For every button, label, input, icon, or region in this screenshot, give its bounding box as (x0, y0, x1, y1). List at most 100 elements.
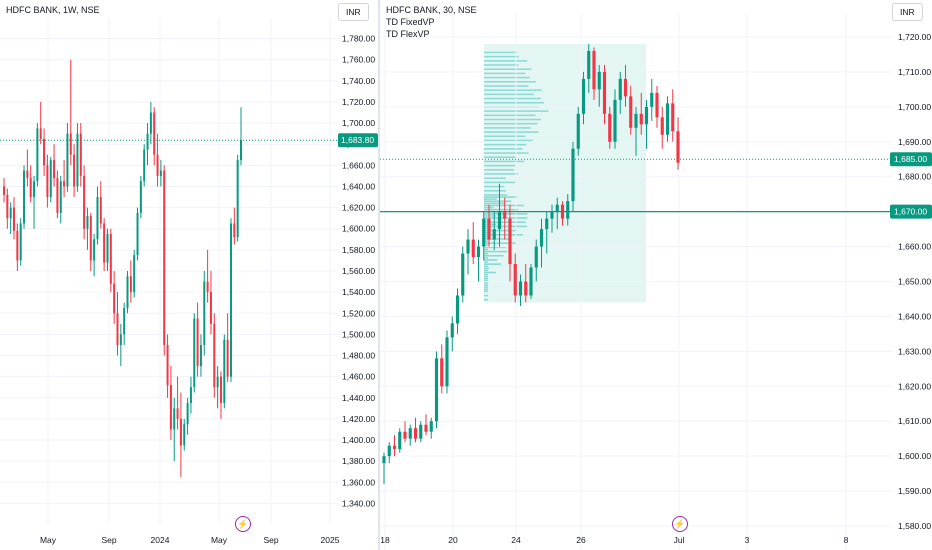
candle-body (236, 160, 239, 238)
candle-body (99, 197, 102, 224)
volume-profile-bar (484, 152, 529, 154)
candle-body (461, 253, 465, 296)
candle-body (76, 133, 79, 187)
candle-body (529, 267, 533, 296)
candle-body (216, 376, 219, 388)
volume-profile-bar (484, 76, 530, 79)
candle-body (223, 339, 226, 404)
y-tick-label: 1,640.00 (898, 311, 931, 321)
candle-body (618, 78, 622, 100)
x-tick-label: 3 (745, 535, 750, 545)
lightning-icon[interactable]: ⚡ (672, 516, 688, 532)
volume-profile-bar (484, 198, 497, 200)
candle-body (387, 445, 391, 457)
left-legend-title: HDFC BANK, 1W, NSE (6, 5, 100, 15)
y-tick-label: 1,640.00 (342, 181, 375, 191)
candle-body (676, 131, 680, 163)
candle-body (96, 197, 99, 240)
indicator-flexvp-label[interactable]: TD FlexVP (386, 29, 430, 39)
candle-body (534, 246, 538, 268)
volume-profile-bar (484, 200, 512, 203)
y-tick-label: 1,700.00 (898, 102, 931, 112)
volume-profile-bar (484, 219, 488, 221)
y-tick-label: 1,540.00 (342, 287, 375, 297)
candle-body (497, 211, 502, 230)
candle-body (199, 344, 202, 367)
candle-body (545, 218, 549, 230)
x-tick-label: Jul (674, 535, 685, 545)
y-tick-label: 1,590.00 (898, 486, 931, 496)
candle-body (233, 223, 236, 238)
volume-profile-bar (484, 202, 507, 205)
candle-body (36, 128, 39, 182)
volume-profile-bar (484, 252, 488, 255)
candle-body (153, 112, 156, 155)
x-tick-label: Sep (101, 535, 116, 545)
candle-body (113, 283, 116, 314)
candle-body (6, 194, 9, 219)
volume-profile-bar (484, 204, 524, 207)
candle-body (193, 318, 196, 388)
candle-body (66, 133, 69, 187)
candle-body (413, 428, 418, 439)
indicator-fixedvp-label[interactable]: TD FixedVP (386, 17, 435, 27)
candle-body (63, 181, 66, 187)
candle-body (13, 207, 16, 231)
candle-body (146, 133, 149, 150)
left-currency-button[interactable]: INR (338, 3, 369, 21)
level-price-tag (890, 204, 932, 219)
right-currency-button[interactable]: INR (892, 3, 923, 21)
y-tick-label: 1,610.00 (898, 416, 931, 426)
left-chart-canvas[interactable]: 1,780.00 1,760.00 1,740.00 1,720.00 1,700.00… (0, 0, 378, 550)
candle-body (555, 204, 559, 212)
candle-body (508, 218, 512, 265)
candle-body (49, 160, 52, 198)
y-tick-label: 1,630.00 (898, 346, 931, 356)
candle-body (660, 117, 664, 135)
candle-body (86, 216, 89, 229)
volume-profile-bar (484, 85, 529, 87)
candle-body (539, 229, 544, 247)
candle-body (226, 339, 229, 377)
volume-profile-bar (484, 60, 528, 62)
right-chart-canvas[interactable]: 1,720.00 1,710.00 1,700.00 1,690.00 1,680.00… (380, 0, 932, 550)
candle-body (476, 246, 481, 258)
candle-body (9, 207, 12, 219)
candle-body (26, 170, 29, 179)
y-tick-label: 1,400.00 (342, 435, 375, 445)
y-tick-label: 1,620.00 (342, 203, 375, 213)
volume-profile-bar (484, 194, 508, 196)
volume-profile-bar (484, 181, 516, 184)
y-tick-label: 1,780.00 (342, 34, 375, 44)
candle-body (398, 431, 402, 450)
volume-profile-bar (484, 263, 501, 265)
volume-profile-bar (484, 89, 542, 91)
volume-profile-bar (484, 278, 488, 280)
volume-profile-bar (484, 215, 497, 217)
candle-body (571, 148, 575, 202)
candle-body (183, 424, 186, 446)
y-tick-label: 1,580.00 (898, 521, 931, 531)
volume-profile-bar (484, 294, 488, 297)
x-tick-label: 20 (448, 535, 458, 545)
left-chart-pane[interactable]: 1,780.00 1,760.00 1,740.00 1,720.00 1,700.00… (0, 0, 378, 550)
pane-divider[interactable] (378, 0, 380, 550)
volume-profile-bar (484, 280, 489, 282)
candle-body (492, 229, 496, 240)
candle-body (189, 387, 192, 404)
x-tick-label: 8 (844, 535, 849, 545)
y-tick-label: 1,600.00 (342, 224, 375, 234)
candle-body (69, 133, 72, 155)
right-chart-pane[interactable]: 1,720.00 1,710.00 1,700.00 1,690.00 1,680.00… (380, 0, 932, 550)
candle-body (123, 307, 126, 335)
candle-body (608, 113, 612, 142)
lightning-icon[interactable]: ⚡ (235, 516, 251, 532)
last-price-label: 1,685.00 (894, 154, 927, 164)
volume-profile-bar (484, 208, 519, 211)
x-tick-label: May (40, 535, 57, 545)
volume-profile-bar (484, 225, 527, 228)
candle-body (186, 403, 189, 425)
volume-profile-bar (484, 257, 488, 259)
candle-body (93, 239, 96, 261)
y-tick-label: 1,650.00 (898, 277, 931, 287)
